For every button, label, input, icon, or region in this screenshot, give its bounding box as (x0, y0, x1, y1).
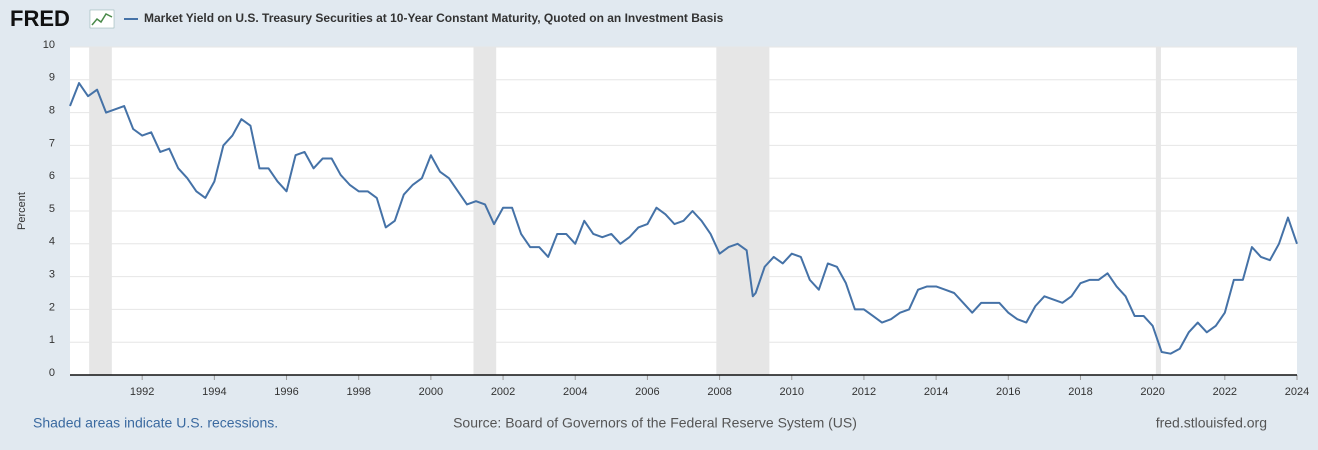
x-tick-label: 2018 (1068, 386, 1092, 398)
x-tick-label: 1998 (346, 386, 370, 398)
x-tick-label: 2008 (707, 386, 731, 398)
x-tick-label: 2010 (780, 386, 804, 398)
logo[interactable]: FRED (10, 6, 70, 31)
logo-icon (89, 9, 115, 29)
x-tick-label: 1992 (130, 386, 154, 398)
x-tick-label: 2000 (419, 386, 443, 398)
y-tick-label: 0 (49, 367, 55, 379)
x-tick-label: 2006 (635, 386, 659, 398)
x-tick-label: 1996 (274, 386, 298, 398)
x-tick-label: 1994 (202, 386, 226, 398)
x-tick-label: 2002 (491, 386, 515, 398)
y-tick-label: 6 (49, 170, 55, 182)
x-tick-label: 2012 (852, 386, 876, 398)
x-tick-label: 2004 (563, 386, 587, 398)
y-tick-label: 8 (49, 105, 55, 117)
y-tick-label: 1 (49, 334, 55, 346)
y-tick-label: 9 (49, 72, 55, 84)
data-line (69, 82, 1298, 355)
recession-note[interactable]: Shaded areas indicate U.S. recessions. (33, 415, 278, 431)
x-tick-label: 2016 (996, 386, 1020, 398)
y-axis-label: Percent (16, 192, 28, 230)
y-tick-label: 3 (49, 269, 55, 281)
x-tick-label: 2022 (1213, 386, 1237, 398)
y-tick-label: 2 (49, 301, 55, 313)
x-tick-label: 2014 (924, 386, 948, 398)
y-tick-label: 5 (49, 203, 55, 215)
y-tick-label: 4 (49, 236, 55, 248)
site-link[interactable]: fred.stlouisfed.org (1156, 415, 1267, 431)
source: Source: Board of Governors of the Federa… (453, 415, 857, 431)
y-tick-label: 10 (43, 39, 55, 51)
x-tick-label: 2020 (1140, 386, 1164, 398)
legend-label: Market Yield on U.S. Treasury Securities… (144, 11, 724, 25)
y-tick-label: 7 (49, 137, 55, 149)
x-tick-label: 2024 (1285, 386, 1309, 398)
